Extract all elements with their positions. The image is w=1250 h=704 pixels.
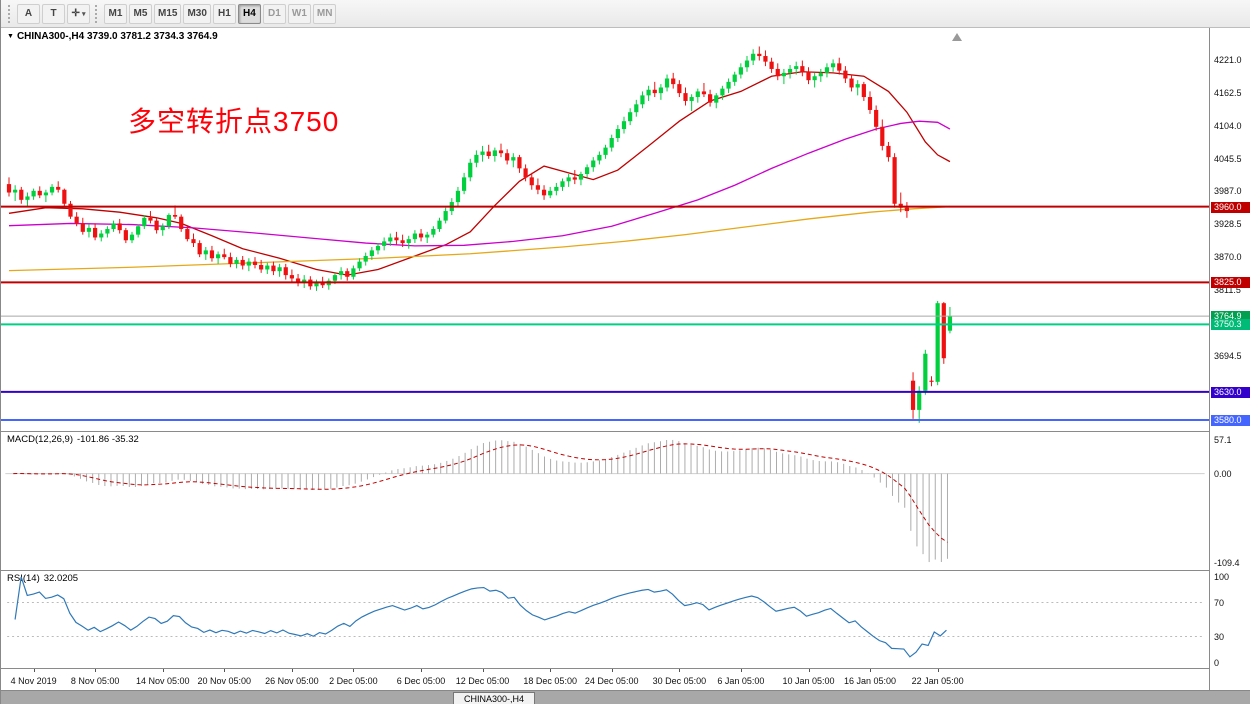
timeframe-button-MN[interactable]: MN <box>312 3 337 24</box>
price-tick: 4221.0 <box>1214 54 1242 65</box>
time-label: 26 Nov 05:00 <box>265 676 319 686</box>
time-tick-mark <box>353 669 355 672</box>
time-label: 10 Jan 05:00 <box>782 676 835 686</box>
time-tick-mark <box>33 669 35 672</box>
time-label: 18 Dec 05:00 <box>523 676 577 686</box>
time-tick-mark <box>482 669 484 672</box>
time-tick-mark <box>224 669 226 672</box>
price-tag-3630.0: 3630.0 <box>1211 386 1250 398</box>
timeframe-button-D1[interactable]: D1 <box>262 3 286 24</box>
time-label: 12 Dec 05:00 <box>455 676 510 686</box>
rsi-title: RSI(14) <box>7 573 40 584</box>
tool-button-✛[interactable]: ✛ ▾ <box>67 3 90 24</box>
time-tick-mark <box>550 669 552 672</box>
toolbar-grip[interactable] <box>8 4 12 23</box>
price-tag-3750.3: 3750.3 <box>1211 319 1250 331</box>
rsi-axis-label: 30 <box>1214 632 1225 643</box>
price-tag-3764.9: 3764.9 <box>1211 311 1250 323</box>
time-tick-mark <box>421 669 423 672</box>
timeframe-button-M5[interactable]: M5 <box>129 3 152 24</box>
time-tick-mark <box>611 669 613 672</box>
price-tick: 4162.5 <box>1214 87 1242 98</box>
price-tag-3580.0: 3580.0 <box>1211 415 1250 426</box>
time-tick-mark <box>937 669 939 672</box>
time-label: 2 Dec 05:00 <box>329 676 378 686</box>
time-tick-mark <box>808 669 810 672</box>
rsi-value: 32.0205 <box>43 573 79 584</box>
price-tick: 3870.0 <box>1214 252 1242 263</box>
chart-shift-marker[interactable] <box>952 33 962 41</box>
time-label: 24 Dec 05:00 <box>584 676 639 686</box>
price-tick: 4104.0 <box>1214 120 1242 131</box>
toolbar-grip[interactable] <box>95 4 99 23</box>
macd-label: MACD(12,26,9) -101.86 -35.32 <box>7 434 143 445</box>
macd-title: MACD(12,26,9) <box>7 434 73 445</box>
price-tag-3825.0: 3825.0 <box>1211 277 1250 289</box>
rsi-line <box>14 576 947 658</box>
time-tick-mark <box>679 669 681 672</box>
rsi-axis-label: 100 <box>1214 572 1230 582</box>
tool-button-group: A T ✛ ▾ <box>16 3 91 25</box>
time-label: 6 Dec 05:00 <box>396 676 446 686</box>
rsi-axis-label: 0 <box>1214 658 1220 668</box>
time-tick-mark <box>95 669 97 672</box>
time-label: 8 Nov 05:00 <box>70 676 120 686</box>
rsi-axis-label: 70 <box>1214 597 1225 608</box>
top-toolbar: A T ✛ ▾ M1 M5 M15 M30 H1 H4 D1 W1 MN <box>1 0 1250 28</box>
chart-tab-bar: CHINA300-,H4 <box>1 690 1250 704</box>
time-tick-mark <box>162 669 164 672</box>
timeframe-button-H4[interactable]: H4 <box>237 3 261 24</box>
macd-axis-label: 0.00 <box>1214 468 1232 479</box>
chart-tab[interactable]: CHINA300-,H4 <box>453 692 536 704</box>
time-label: 4 Nov 2019 <box>10 676 57 686</box>
price-tick: 3694.5 <box>1214 350 1242 361</box>
symbol-info: ▼ CHINA300-,H4 3739.0 3781.2 3734.3 3764.… <box>7 31 218 42</box>
time-tick-mark <box>870 669 871 672</box>
tool-button-A[interactable]: A <box>17 3 40 24</box>
timeframe-button-M30[interactable]: M30 <box>183 3 211 24</box>
price-axis[interactable]: 4221.0 4162.5 4104.0 4045.5 3987.0 3928.5 3870… <box>1209 28 1250 690</box>
timeframe-button-W1[interactable]: W1 <box>287 3 311 24</box>
time-label: 20 Nov 05:00 <box>197 676 252 686</box>
tool-button-T[interactable]: T <box>42 3 65 24</box>
macd-pane[interactable] <box>1 431 1209 570</box>
horizontal-lines-layer <box>1 205 1209 422</box>
time-tick-mark <box>740 669 742 672</box>
main-price-chart[interactable] <box>1 28 1209 431</box>
price-tick: 4045.5 <box>1214 153 1242 164</box>
time-tick-mark <box>291 669 293 672</box>
macd-values: -101.86 -35.32 <box>77 434 139 445</box>
rsi-pane[interactable] <box>1 570 1209 668</box>
price-tag-3960.0: 3960.0 <box>1211 201 1250 213</box>
time-label: 16 Jan 05:00 <box>843 676 897 686</box>
macd-histogram <box>18 439 948 563</box>
macd-axis-label: 57.1 <box>1214 435 1232 445</box>
time-label: 6 Jan 05:00 <box>717 676 765 686</box>
macd-axis-label: -109.4 <box>1214 558 1240 568</box>
time-label: 30 Dec 05:00 <box>652 676 707 686</box>
macd-signal-line <box>13 443 948 543</box>
price-tick: 3987.0 <box>1214 186 1242 197</box>
timeframe-button-M1[interactable]: M1 <box>104 3 127 24</box>
chart-annotation-text[interactable]: 多空转折点3750 <box>128 106 340 137</box>
time-label: 14 Nov 05:00 <box>135 676 190 686</box>
symbol-ohlc-text: CHINA300-,H4 3739.0 3781.2 3734.3 3764.9 <box>16 31 218 42</box>
timeframe-button-group: M1 M5 M15 M30 H1 H4 D1 W1 MN <box>103 3 337 25</box>
rsi-label: RSI(14) 32.0205 <box>7 573 82 584</box>
timeframe-button-H1[interactable]: H1 <box>212 3 236 24</box>
price-tick: 3928.5 <box>1214 219 1242 230</box>
price-tick: 3811.5 <box>1214 284 1241 295</box>
symbol-dropdown-icon: ▼ <box>7 33 14 40</box>
time-label: 22 Jan 05:00 <box>911 676 964 686</box>
time-axis[interactable]: 4 Nov 2019 8 Nov 05:00 14 Nov 05:00 20 Nov … <box>1 668 1209 690</box>
timeframe-button-M15[interactable]: M15 <box>154 3 182 24</box>
